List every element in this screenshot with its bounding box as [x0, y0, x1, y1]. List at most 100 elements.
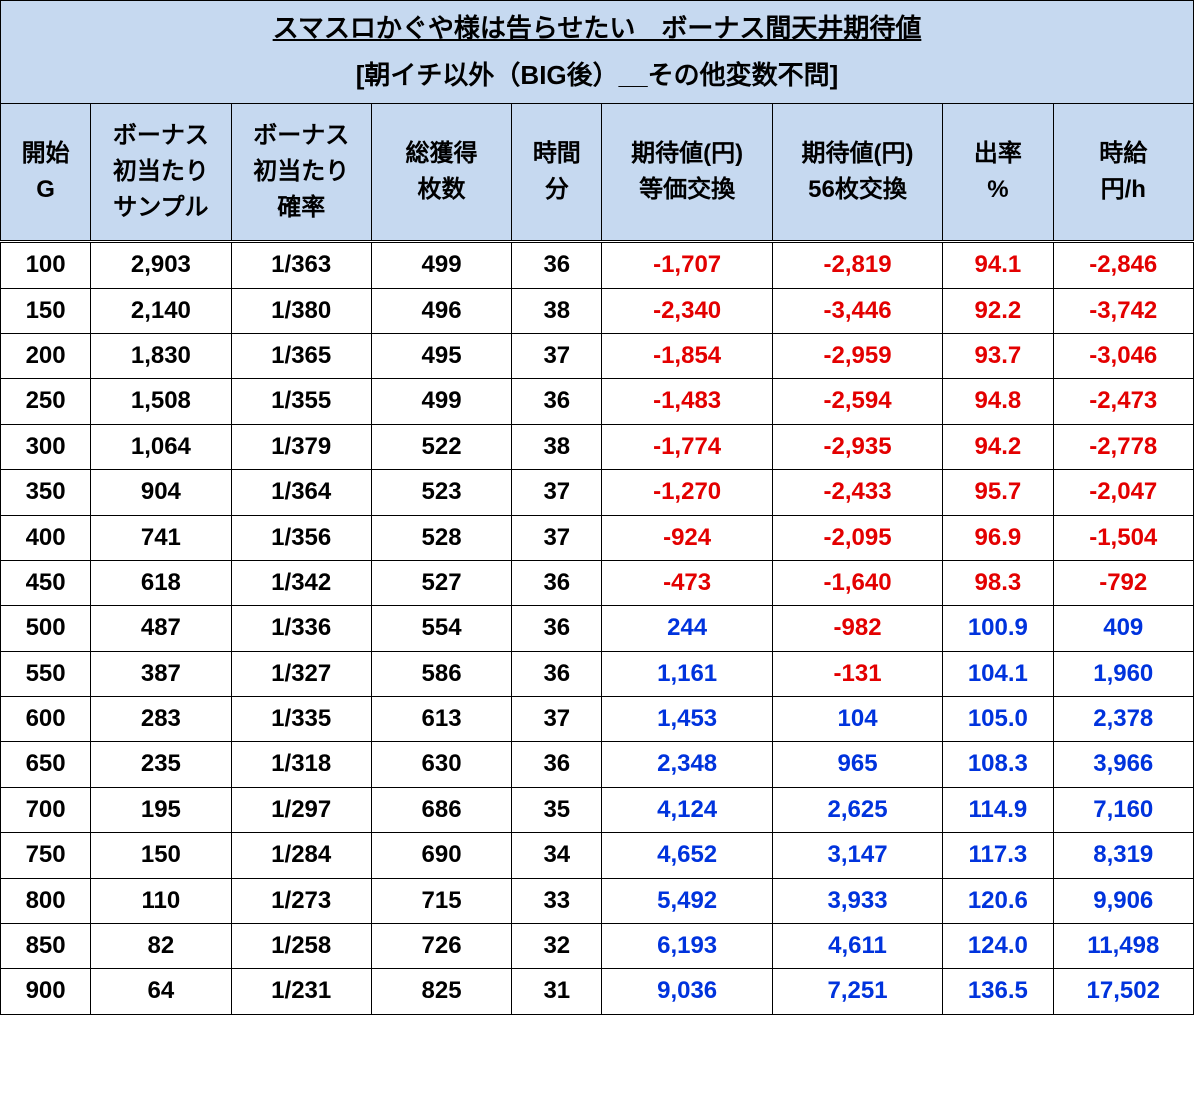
cell: -1,774 [602, 424, 772, 469]
cell: 1/365 [231, 333, 371, 378]
cell: 1,453 [602, 697, 772, 742]
col-header-2: ボーナス初当たり確率 [231, 104, 371, 242]
cell: 1,161 [602, 651, 772, 696]
cell: 409 [1053, 606, 1194, 651]
cell: 35 [512, 787, 602, 832]
cell: 117.3 [943, 833, 1053, 878]
cell: 11,498 [1053, 924, 1194, 969]
table-row: 5004871/33655436244-982100.9409 [1, 606, 1194, 651]
cell: 1/231 [231, 969, 371, 1014]
cell: 850 [1, 924, 91, 969]
cell: 1,064 [91, 424, 231, 469]
cell: 104 [772, 697, 942, 742]
table-row: 7001951/297686354,1242,625114.97,160 [1, 787, 1194, 832]
cell: 686 [371, 787, 511, 832]
cell: 750 [1, 833, 91, 878]
col-header-4: 時間分 [512, 104, 602, 242]
cell: -2,959 [772, 333, 942, 378]
cell: 630 [371, 742, 511, 787]
cell: 4,611 [772, 924, 942, 969]
cell: 1/364 [231, 470, 371, 515]
cell: 825 [371, 969, 511, 1014]
cell: 9,036 [602, 969, 772, 1014]
cell: -2,819 [772, 242, 942, 288]
table-row: 2001,8301/36549537-1,854-2,95993.7-3,046 [1, 333, 1194, 378]
cell: 36 [512, 651, 602, 696]
cell: 800 [1, 878, 91, 923]
cell: 1/336 [231, 606, 371, 651]
cell: 350 [1, 470, 91, 515]
cell: 495 [371, 333, 511, 378]
table-row: 1002,9031/36349936-1,707-2,81994.1-2,846 [1, 242, 1194, 288]
cell: -2,846 [1053, 242, 1194, 288]
table-row: 5503871/327586361,161-131104.11,960 [1, 651, 1194, 696]
cell: 114.9 [943, 787, 1053, 832]
cell: -3,046 [1053, 333, 1194, 378]
cell: -2,433 [772, 470, 942, 515]
cell: 1/284 [231, 833, 371, 878]
cell: 600 [1, 697, 91, 742]
col-header-0: 開始G [1, 104, 91, 242]
cell: 5,492 [602, 878, 772, 923]
title-row: スマスロかぐや様は告らせたい ボーナス間天井期待値 [1, 1, 1194, 53]
cell: 94.1 [943, 242, 1053, 288]
col-header-1: ボーナス初当たりサンプル [91, 104, 231, 242]
cell: 1/355 [231, 379, 371, 424]
table-subtitle: [朝イチ以外（BIG後）__その他変数不問] [356, 60, 838, 90]
cell: 136.5 [943, 969, 1053, 1014]
cell: -2,473 [1053, 379, 1194, 424]
cell: 200 [1, 333, 91, 378]
cell: 2,348 [602, 742, 772, 787]
cell: 522 [371, 424, 511, 469]
cell: 124.0 [943, 924, 1053, 969]
cell: 1/335 [231, 697, 371, 742]
cell: -2,594 [772, 379, 942, 424]
table-row: 6502351/318630362,348965108.33,966 [1, 742, 1194, 787]
cell: 387 [91, 651, 231, 696]
cell: 93.7 [943, 333, 1053, 378]
cell: -131 [772, 651, 942, 696]
cell: -982 [772, 606, 942, 651]
cell: 37 [512, 515, 602, 560]
cell: 2,903 [91, 242, 231, 288]
cell: 94.8 [943, 379, 1053, 424]
cell: 1/273 [231, 878, 371, 923]
cell: 120.6 [943, 878, 1053, 923]
cell: -792 [1053, 560, 1194, 605]
table-row: 850821/258726326,1934,611124.011,498 [1, 924, 1194, 969]
cell: 496 [371, 288, 511, 333]
cell: 1/342 [231, 560, 371, 605]
cell: 550 [1, 651, 91, 696]
cell: 108.3 [943, 742, 1053, 787]
cell: 523 [371, 470, 511, 515]
cell: 31 [512, 969, 602, 1014]
cell: 250 [1, 379, 91, 424]
cell: 586 [371, 651, 511, 696]
cell: 499 [371, 242, 511, 288]
cell: 33 [512, 878, 602, 923]
cell: -924 [602, 515, 772, 560]
cell: 7,160 [1053, 787, 1194, 832]
cell: 37 [512, 697, 602, 742]
cell: 244 [602, 606, 772, 651]
cell: 3,147 [772, 833, 942, 878]
cell: 94.2 [943, 424, 1053, 469]
cell: 235 [91, 742, 231, 787]
cell: 36 [512, 379, 602, 424]
cell: 499 [371, 379, 511, 424]
cell: 36 [512, 742, 602, 787]
table-row: 1502,1401/38049638-2,340-3,44692.2-3,742 [1, 288, 1194, 333]
cell: 1/327 [231, 651, 371, 696]
cell: 64 [91, 969, 231, 1014]
cell: 6,193 [602, 924, 772, 969]
cell: 1,508 [91, 379, 231, 424]
cell: -1,483 [602, 379, 772, 424]
cell: -1,707 [602, 242, 772, 288]
cell: 528 [371, 515, 511, 560]
cell: 1/318 [231, 742, 371, 787]
cell: 34 [512, 833, 602, 878]
cell: 904 [91, 470, 231, 515]
cell: 527 [371, 560, 511, 605]
cell: 104.1 [943, 651, 1053, 696]
cell: -3,742 [1053, 288, 1194, 333]
